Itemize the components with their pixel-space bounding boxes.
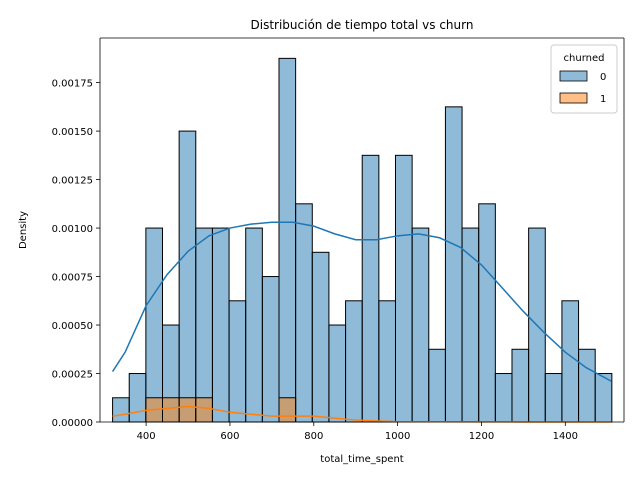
x-tick-label-800: 800 (304, 431, 323, 442)
series-0-bars (112, 57, 613, 423)
legend: churned 0 1 (550, 44, 618, 114)
bar-series-0-bin-17 (394, 154, 413, 423)
bar-series-0-bin-27 (561, 300, 580, 423)
bar-series-0-bin-22 (478, 203, 496, 423)
bar-series-0-bin-12 (311, 251, 330, 423)
bar-series-0-bin-13 (328, 324, 347, 423)
x-axis-label: total_time_spent (320, 454, 404, 465)
x-tick-label-1400: 1400 (553, 431, 578, 442)
bar-series-1-bin-4 (178, 397, 197, 423)
bar-series-0-bin-2 (145, 227, 163, 423)
x-tick-label-600: 600 (220, 431, 239, 442)
bar-series-0-bin-9 (261, 276, 280, 423)
legend-swatch-0 (559, 70, 588, 82)
y-tick-label-0.00100: 0.00100 (52, 224, 93, 235)
bar-series-1-bin-10 (278, 397, 297, 423)
legend-label-1: 1 (600, 94, 606, 105)
y-axis-ticks: 0.00000 0.00025 0.00050 0.00075 0.00100 0.001… (52, 79, 100, 429)
legend-label-0: 0 (600, 72, 606, 83)
bar-series-0-bin-19 (428, 348, 446, 423)
bar-series-0-bin-14 (345, 300, 363, 423)
chart-title: Distribución de tiempo total vs churn (251, 18, 474, 32)
x-tick-label-1200: 1200 (469, 431, 494, 442)
bar-series-1-bin-3 (162, 397, 180, 423)
y-tick-label-0.00075: 0.00075 (52, 273, 93, 284)
bar-series-0-bin-18 (411, 227, 430, 423)
bar-series-0-bin-20 (444, 106, 463, 423)
bar-series-0-bin-11 (295, 203, 313, 423)
bar-series-0-bin-8 (245, 227, 263, 423)
bar-series-1-bin-5 (195, 397, 213, 423)
bar-series-0-bin-15 (361, 154, 380, 423)
bar-series-0-bin-23 (494, 373, 513, 423)
bar-series-0-bin-16 (378, 300, 396, 423)
plot-frame (99, 37, 625, 423)
kde-line-series-0 (111, 221, 612, 382)
x-tick-label-1000: 1000 (385, 431, 410, 442)
x-tick-label-400: 400 (137, 431, 156, 442)
bar-series-0-bin-0 (112, 397, 130, 423)
y-tick-label-0.00125: 0.00125 (52, 176, 93, 187)
bar-series-0-bin-5 (195, 227, 213, 423)
bar-series-0-bin-7 (228, 300, 247, 423)
y-tick-label-0.00175: 0.00175 (52, 79, 93, 90)
bar-series-0-bin-1 (128, 373, 147, 423)
y-tick-label-0.00150: 0.00150 (52, 127, 93, 138)
legend-title: churned (564, 53, 605, 64)
bar-series-0-bin-26 (544, 373, 563, 423)
bar-series-0-bin-28 (578, 348, 596, 423)
bar-series-0-bin-4 (178, 130, 197, 423)
legend-swatch-1 (559, 92, 588, 104)
y-tick-label-0.00000: 0.00000 (52, 418, 93, 429)
y-tick-label-0.00025: 0.00025 (52, 370, 93, 381)
x-axis-ticks: 400 600 800 1000 1200 1400 (137, 422, 578, 442)
bar-series-0-bin-24 (511, 348, 530, 423)
bar-series-0-bin-6 (211, 227, 230, 423)
bar-series-0-bin-10 (278, 57, 297, 423)
bar-series-0-bin-21 (461, 227, 480, 423)
y-tick-label-0.00050: 0.00050 (52, 321, 93, 332)
y-axis-label: Density (18, 211, 29, 249)
